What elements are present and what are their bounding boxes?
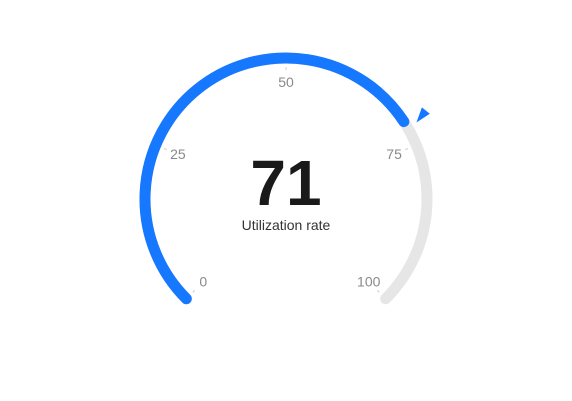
gauge-tick-mark [404, 148, 409, 151]
gauge-tick-marks [163, 67, 409, 293]
gauge-tick-mark [192, 289, 196, 293]
gauge-caption-text: Utilization rate [242, 217, 331, 233]
gauge-tick-label: 100 [357, 274, 381, 290]
gauge-tick-label: 75 [386, 146, 402, 162]
gauge-tick-label: 50 [278, 74, 294, 90]
gauge-tick-mark [376, 289, 380, 293]
gauge-progress-arc [139, 52, 410, 305]
gauge-tick-label: 0 [199, 274, 207, 290]
gauge-tick-label: 25 [170, 146, 186, 162]
gauge-tick-labels: 0 25 50 75 100 [170, 74, 402, 290]
gauge-pointer-marker [416, 107, 430, 123]
gauge-tick-mark [163, 148, 168, 151]
gauge-value-text: 71 [250, 147, 321, 219]
